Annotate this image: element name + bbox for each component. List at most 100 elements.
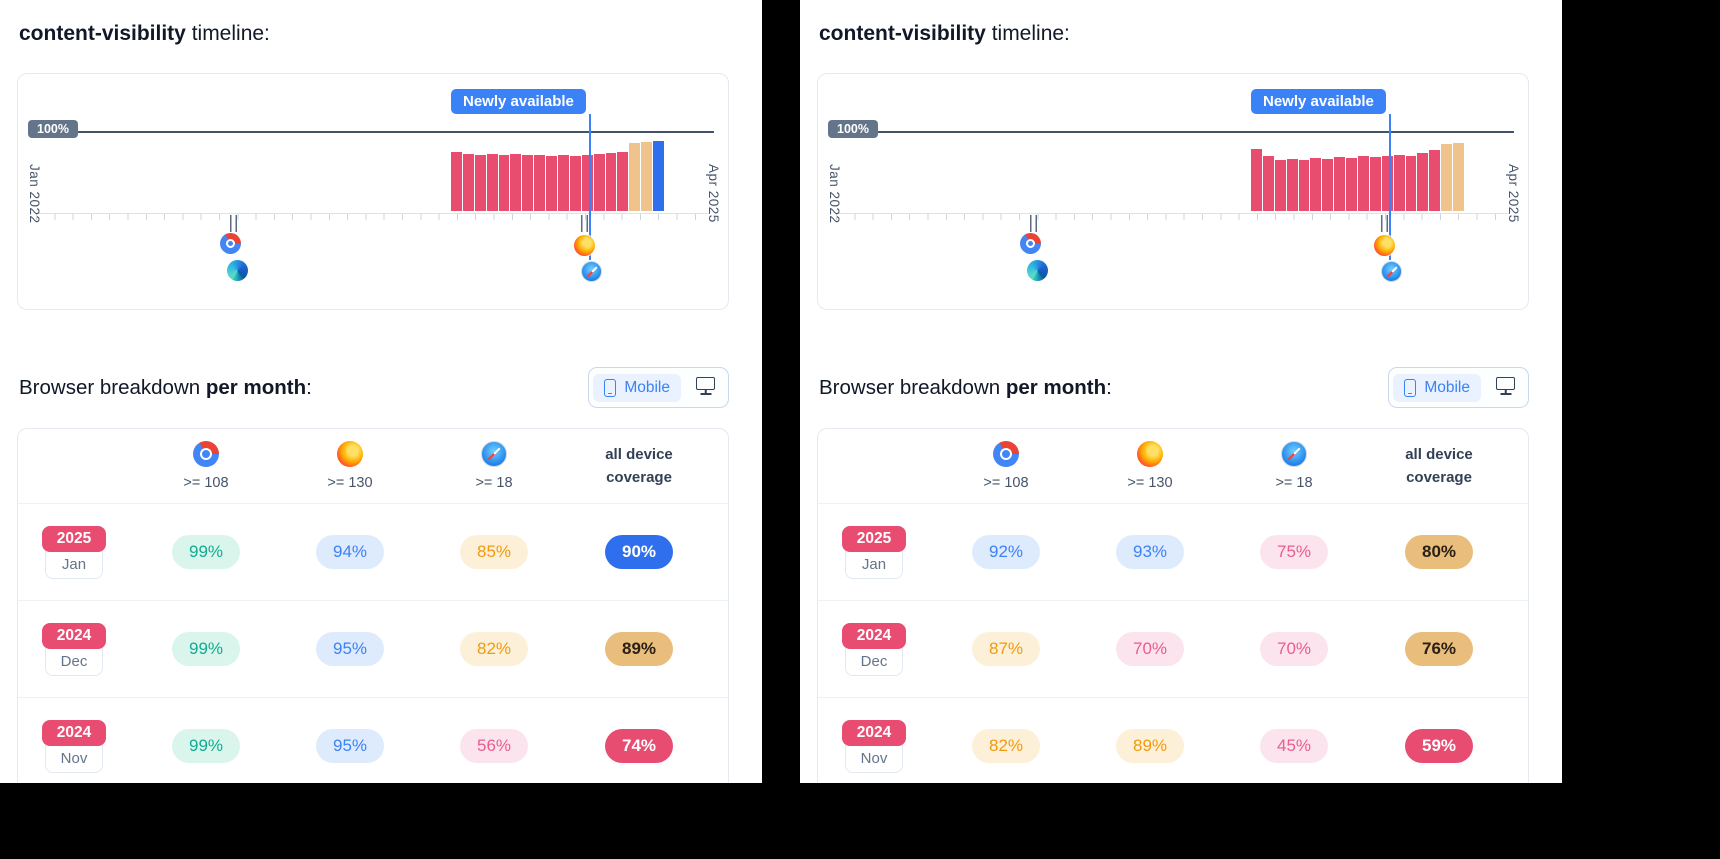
timeline-bar xyxy=(1334,157,1346,211)
coverage-pill: 80% xyxy=(1404,535,1474,569)
x-axis-label-start: Jan 2022 xyxy=(827,164,842,224)
value-pill: 82% xyxy=(459,632,529,666)
x-axis-ticks xyxy=(836,214,1510,220)
month-cell: 2025 Jan xyxy=(34,525,134,579)
bars-group xyxy=(451,133,665,211)
month-cell: 2024 Dec xyxy=(34,622,134,676)
year-badge: 2024 xyxy=(842,719,906,746)
coverage-header-line2: coverage xyxy=(1406,469,1472,486)
mobile-toggle-option[interactable]: Mobile xyxy=(593,373,681,402)
year-badge: 2025 xyxy=(42,525,106,552)
coverage-column-header: all device coverage xyxy=(1366,443,1512,490)
timeline-bar xyxy=(546,155,558,211)
timeline-bar xyxy=(1453,143,1465,211)
month-chip: 2024 Nov xyxy=(42,719,106,773)
timeline-chart: Newly available 100% Jan 2022 Apr 2025 xyxy=(817,73,1529,310)
value-pill: 56% xyxy=(459,729,529,763)
timeline-bar xyxy=(1286,158,1298,211)
month-chip: 2024 Dec xyxy=(42,622,106,676)
mobile-toggle-label: Mobile xyxy=(624,378,670,396)
column-header-firefox: >= 130 xyxy=(278,441,422,491)
hundred-percent-badge: 100% xyxy=(28,120,78,138)
value-pill: 75% xyxy=(1259,535,1329,569)
value-pill: 95% xyxy=(315,729,385,763)
timeline-bar xyxy=(1262,156,1274,211)
desktop-toggle-option[interactable] xyxy=(1487,372,1524,403)
panel-right: content-visibility timeline: Newly avail… xyxy=(800,0,1562,783)
desktop-toggle-option[interactable] xyxy=(687,372,724,403)
firefox-icon xyxy=(574,235,595,256)
month-cell: 2025 Jan xyxy=(834,525,934,579)
coverage-header-line1: all device xyxy=(1405,445,1473,463)
reference-line-100 xyxy=(78,131,714,133)
timeline-bar xyxy=(641,142,653,211)
timeline-bar xyxy=(629,143,641,211)
timeline-bar xyxy=(486,154,498,211)
year-badge: 2024 xyxy=(42,622,106,649)
table-row: 2024 Nov 82% 89% 45% 59% xyxy=(818,697,1528,783)
breakdown-heading: Browser breakdown per month: xyxy=(19,376,312,400)
firefox-icon xyxy=(1374,235,1395,256)
firefox-icon xyxy=(337,441,363,467)
bars-group xyxy=(1251,133,1465,211)
heading-suffix: : xyxy=(1106,375,1112,399)
title-rest: timeline: xyxy=(985,22,1070,45)
value-pill: 99% xyxy=(171,535,241,569)
value-pill: 89% xyxy=(1115,729,1185,763)
timeline-bar xyxy=(534,154,546,211)
heading-bold: per month xyxy=(205,375,307,399)
newly-available-connector-line xyxy=(1389,114,1391,260)
timeline-bar xyxy=(1405,155,1417,211)
heading-plain: Browser breakdown xyxy=(19,375,206,399)
breakdown-table: >= 108 >= 130 >= 18 all device coverage … xyxy=(817,428,1529,783)
breakdown-header: Browser breakdown per month: Mobile xyxy=(19,367,729,408)
marker-lines-firefox-safari xyxy=(1381,215,1388,232)
column-header-safari: >= 18 xyxy=(422,441,566,491)
chrome-icon xyxy=(193,441,219,467)
value-pill: 94% xyxy=(315,535,385,569)
timeline-bar xyxy=(1417,153,1429,211)
month-chip: 2024 Dec xyxy=(842,622,906,676)
newly-available-badge: Newly available xyxy=(451,89,586,114)
title-rest: timeline: xyxy=(185,22,270,45)
safari-icon xyxy=(581,261,602,282)
timeline-bar xyxy=(1429,150,1441,211)
x-axis-ticks xyxy=(36,214,710,220)
timeline-bar xyxy=(1298,159,1310,211)
firefox-version: >= 130 xyxy=(327,475,373,491)
chrome-version: >= 108 xyxy=(983,475,1029,491)
timeline-bar xyxy=(593,154,605,211)
safari-icon xyxy=(1281,441,1307,467)
timeline-bar xyxy=(558,154,569,211)
month-cell: 2024 Nov xyxy=(34,719,134,773)
marker-lines-chrome-edge xyxy=(1030,215,1037,232)
page-title: content-visibility timeline: xyxy=(19,22,729,46)
column-header-chrome: >= 108 xyxy=(934,441,1078,491)
timeline-bar xyxy=(1441,143,1453,211)
device-toggle[interactable]: Mobile xyxy=(588,367,729,408)
value-pill: 70% xyxy=(1115,632,1185,666)
marker-lines-chrome-edge xyxy=(230,215,237,232)
timeline-bar xyxy=(1381,155,1393,211)
timeline-bar xyxy=(605,153,617,211)
timeline-bar xyxy=(1251,149,1262,211)
column-header-firefox: >= 130 xyxy=(1078,441,1222,491)
timeline-bar xyxy=(617,151,629,211)
device-toggle[interactable]: Mobile xyxy=(1388,367,1529,408)
newly-available-connector-line xyxy=(589,114,591,260)
x-axis-label-end: Apr 2025 xyxy=(706,164,721,223)
value-pill: 99% xyxy=(171,729,241,763)
safari-icon xyxy=(1381,261,1402,282)
chrome-icon xyxy=(993,441,1019,467)
table-row: 2025 Jan 92% 93% 75% 80% xyxy=(818,503,1528,600)
table-row: 2024 Dec 87% 70% 70% 76% xyxy=(818,600,1528,697)
month-chip: 2024 Nov xyxy=(842,719,906,773)
mobile-toggle-option[interactable]: Mobile xyxy=(1393,373,1481,402)
coverage-pill: 59% xyxy=(1404,729,1474,763)
coverage-column-header: all device coverage xyxy=(566,443,712,490)
timeline-bar xyxy=(1322,158,1334,211)
breakdown-table: >= 108 >= 130 >= 18 all device coverage … xyxy=(17,428,729,783)
x-axis-label-end: Apr 2025 xyxy=(1506,164,1521,223)
marker-lines-firefox-safari xyxy=(581,215,588,232)
value-pill: 93% xyxy=(1115,535,1185,569)
